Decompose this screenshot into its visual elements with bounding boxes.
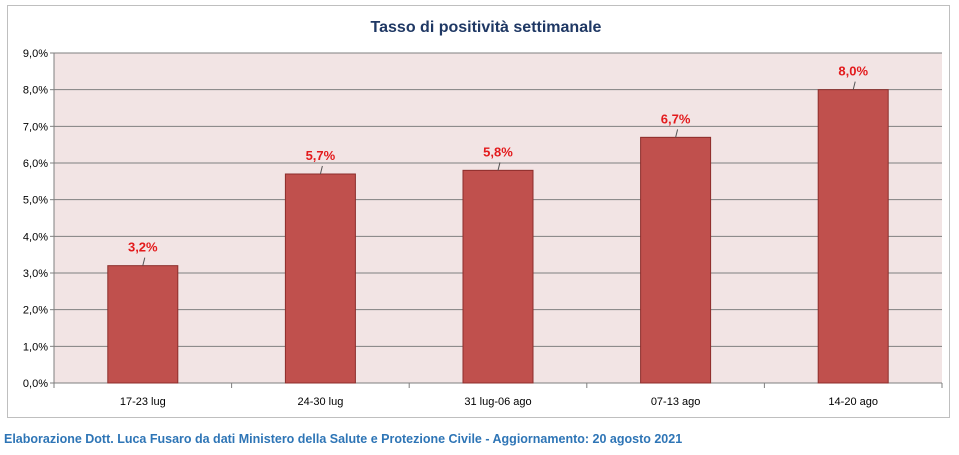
data-label: 8,0% — [838, 64, 868, 79]
x-tick-label: 14-20 ago — [828, 396, 878, 408]
bar — [817, 89, 889, 384]
y-tick-label: 5,0% — [23, 195, 48, 207]
y-tick-label: 6,0% — [23, 158, 48, 170]
data-label-leader — [319, 165, 323, 175]
data-label-leader — [142, 257, 146, 266]
y-tick-label: 1,0% — [23, 341, 48, 353]
bar — [640, 136, 712, 384]
data-label: 3,2% — [128, 240, 158, 255]
data-label: 5,7% — [306, 148, 336, 163]
y-tick-label: 9,0% — [23, 48, 48, 60]
data-label-leader — [497, 162, 501, 171]
x-tick-label: 07-13 ago — [651, 396, 701, 408]
y-tick-label: 8,0% — [23, 85, 48, 97]
x-tick-label: 31 lug-06 ago — [464, 396, 531, 408]
data-label: 6,7% — [661, 111, 691, 126]
bar-chart: Tasso di positività settimanale 0,0% 1,0% 2… — [23, 19, 943, 408]
data-label-leader — [675, 129, 679, 138]
bar — [284, 173, 356, 384]
x-tick-label: 17-23 lug — [120, 396, 166, 408]
y-tick-label: 7,0% — [23, 121, 48, 133]
chart-frame: Tasso di positività settimanale 0,0% 1,0% 2… — [7, 5, 950, 418]
data-label: 5,8% — [483, 144, 513, 159]
y-tick-label: 3,0% — [23, 268, 48, 280]
bar — [462, 169, 534, 384]
x-tick-label: 24-30 lug — [297, 396, 343, 408]
chart-title: Tasso di positività settimanale — [371, 19, 602, 36]
bar — [107, 265, 179, 384]
source-note: Elaborazione Dott. Luca Fusaro da dati M… — [4, 432, 683, 446]
data-label-leader — [852, 81, 856, 90]
y-tick-label: 4,0% — [23, 231, 48, 243]
y-tick-label: 0,0% — [23, 378, 48, 390]
y-tick-label: 2,0% — [23, 305, 48, 317]
